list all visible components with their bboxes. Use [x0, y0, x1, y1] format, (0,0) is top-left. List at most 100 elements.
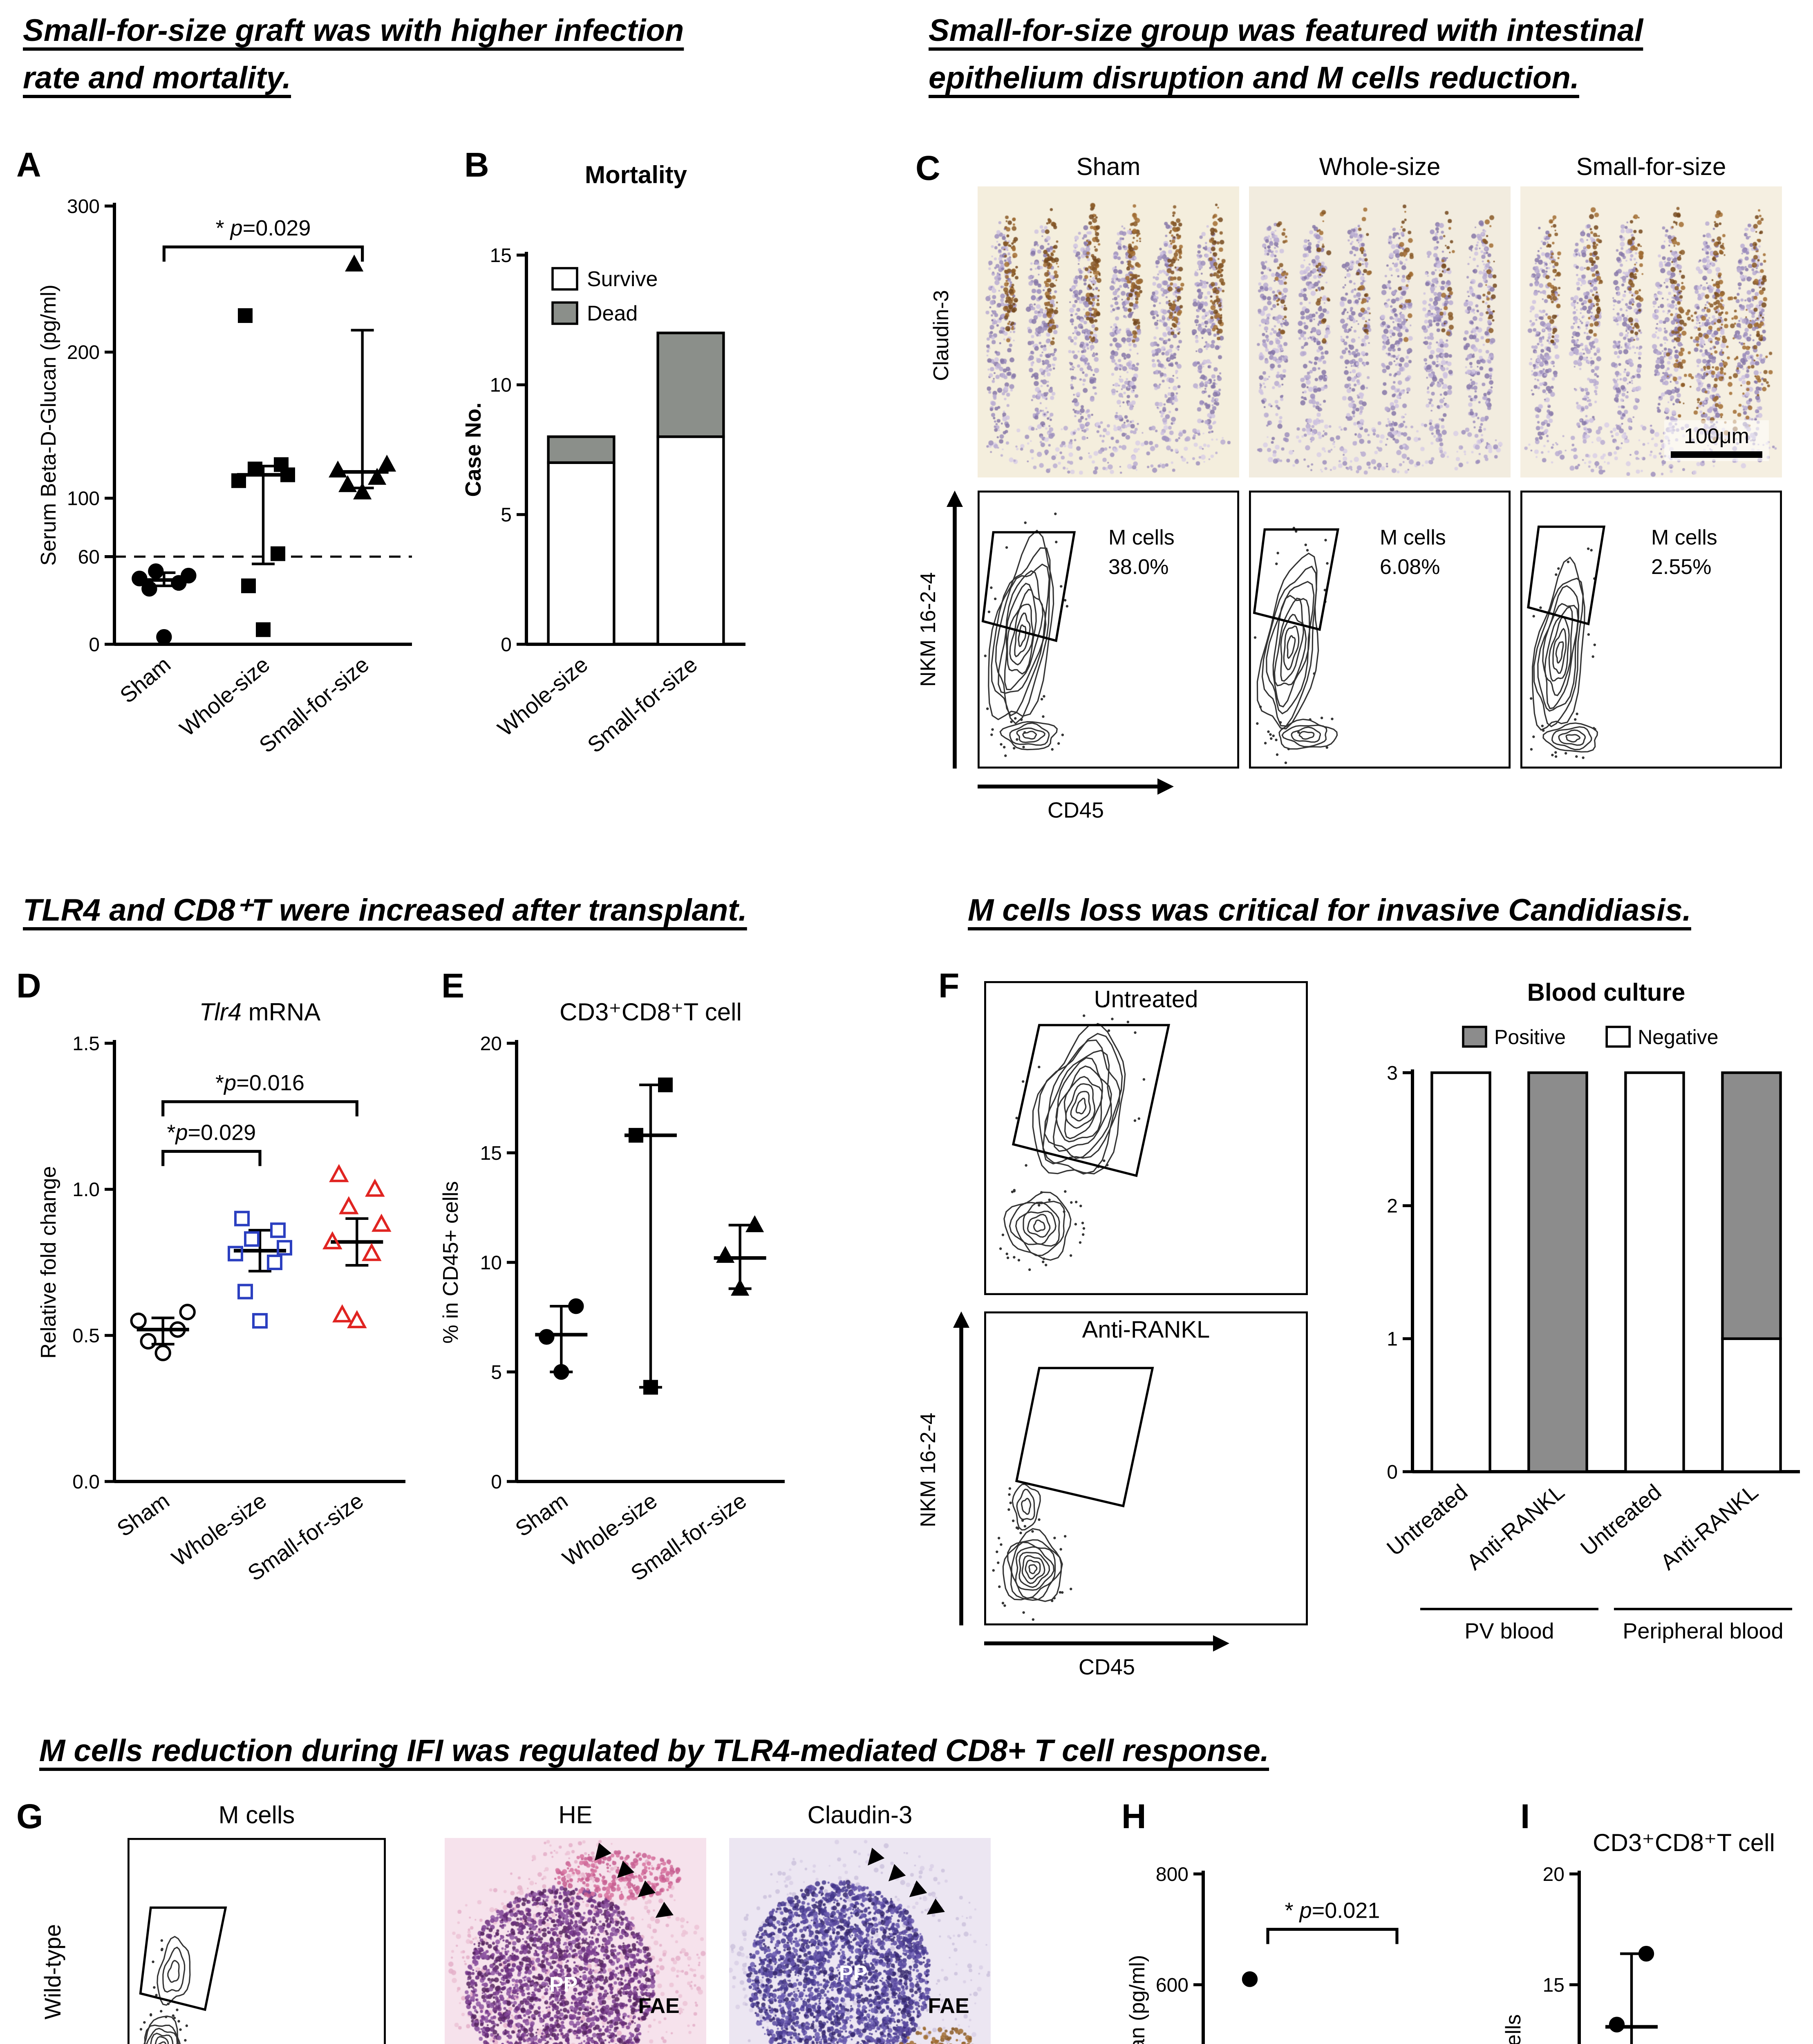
svg-text:PV blood: PV blood	[1464, 1619, 1554, 1643]
svg-text:Case No.: Case No.	[461, 402, 486, 497]
cg0-canvas	[729, 1838, 991, 2044]
nkm-axis-label-f: NKM 16-2-4	[915, 1412, 940, 1527]
section2-title-line1: Small-for-size group was featured with i…	[929, 15, 1643, 49]
svg-text:Tlr4 mRNA: Tlr4 mRNA	[199, 998, 321, 1026]
svg-text:5: 5	[501, 504, 512, 526]
svg-text:15: 15	[490, 245, 512, 267]
chB-svg: Mortality 0 5 10 15 Case No. Whole-sizeSmall-f…	[461, 161, 745, 758]
scale-bar: 100μm	[1664, 420, 1769, 461]
g-col-title-m-cells: M cells	[218, 1802, 295, 1830]
svg-text:Blood culture: Blood culture	[1527, 979, 1685, 1006]
svg-text:Untreated: Untreated	[1382, 1479, 1472, 1560]
section5-title-line: M cells reduction during IFI was regulat…	[39, 1735, 1269, 1769]
flow-plot-anti-rankl: Anti-RANKL	[984, 1311, 1308, 1625]
panel-d-tlr4-mrna-scatter: Tlr4 mRNA 0.0 0.5 1.0 1.5 Relative fold chang…	[23, 978, 432, 1665]
panel-label-b: B	[464, 147, 489, 185]
fg0-svg	[128, 1838, 386, 2044]
svg-text:300: 300	[67, 196, 100, 217]
panel-label-f: F	[938, 968, 960, 1006]
g-row-label-wild-type: Wild-type	[39, 1924, 65, 2020]
svg-text:15: 15	[1543, 1975, 1565, 1996]
histology-image-sham	[978, 186, 1239, 477]
g-col-title-he: HE	[558, 1802, 593, 1830]
svg-text:Negative: Negative	[1638, 1026, 1718, 1049]
panel-label-h: H	[1121, 1799, 1146, 1836]
nkm-axis-arrow-f	[948, 1311, 974, 1625]
section3-title-line: TLR4 and CD8⁺T were increased after tran…	[23, 894, 747, 929]
svg-text:60: 60	[78, 546, 100, 568]
hc1-canvas	[1249, 186, 1511, 477]
m-cells-gate-label-small-for-size: M cells 2.55%	[1651, 524, 1717, 581]
svg-text:0: 0	[491, 1471, 502, 1493]
svg-text:20: 20	[1543, 1864, 1565, 1885]
g-col-title-claudin3: Claudin-3	[807, 1802, 913, 1830]
panel-label-i: I	[1520, 1799, 1530, 1836]
svg-text:1.0: 1.0	[72, 1179, 100, 1201]
chA-svg: 0 60 100 200 300 Serum Beta-D-Glucan (pg/ml) S…	[37, 196, 412, 758]
svg-text:Relative fold change: Relative fold change	[37, 1166, 60, 1358]
nkm-axis-arrow-c	[942, 491, 968, 769]
flow-plot-untreated: Untreated	[984, 981, 1308, 1295]
svg-text:15: 15	[480, 1143, 502, 1164]
svg-text:Untreated: Untreated	[1576, 1479, 1666, 1560]
arC-svg	[947, 491, 963, 769]
svg-text:% in CD45+ cells: % in CD45+ cells	[1502, 2014, 1525, 2044]
svg-text:800: 800	[1156, 1864, 1189, 1885]
svg-text:*p=0.029: *p=0.029	[167, 1120, 256, 1145]
panel-label-c: C	[915, 150, 940, 188]
m-cells-gate-label-whole-size: M cells 6.08%	[1380, 524, 1446, 581]
fc2-svg	[1520, 491, 1782, 769]
fae-label: FAE	[638, 1993, 680, 2018]
flow-plot-whole-size: M cells 6.08%	[1249, 491, 1511, 769]
svg-text:0.5: 0.5	[72, 1325, 100, 1347]
svg-text:100: 100	[67, 488, 100, 509]
axF-svg	[984, 1635, 1229, 1652]
m-cells-value: 6.08%	[1380, 554, 1440, 579]
svg-text:Peripheral blood: Peripheral blood	[1623, 1619, 1783, 1643]
svg-text:3: 3	[1387, 1062, 1398, 1084]
panel-f-blood-culture-bar: Blood culture 0 1 2 3 Untreated Anti-RANKL Untr…	[1344, 968, 1813, 1681]
nkm-axis-label-c: NKM 16-2-4	[915, 572, 940, 687]
svg-text:Dead: Dead	[587, 302, 638, 325]
svg-text:10: 10	[490, 374, 512, 396]
cd45-axis-arrow-f	[984, 1632, 1229, 1655]
svg-text:5: 5	[491, 1362, 502, 1383]
ff1-svg	[984, 1311, 1308, 1625]
svg-text:20: 20	[480, 1033, 502, 1055]
m-cells-label: M cells	[1108, 525, 1175, 550]
claudin3-image-wild-type: PP FAE	[729, 1838, 991, 2044]
svg-text:Anti-RANKL: Anti-RANKL	[1656, 1479, 1763, 1575]
histology-title-whole-size: Whole-size	[1319, 154, 1441, 182]
svg-text:* p=0.021: * p=0.021	[1285, 1898, 1380, 1923]
svg-text:1.5: 1.5	[72, 1033, 100, 1055]
panel-label-e: E	[441, 968, 465, 1006]
section2-title: Small-for-size group was featured with i…	[929, 10, 1811, 103]
panel-label-g: G	[16, 1799, 43, 1836]
svg-text:1: 1	[1387, 1328, 1398, 1350]
svg-text:0: 0	[1387, 1461, 1398, 1483]
panel-h-beta-d-glucan-scatter: 060200400600800Serum Beta-D-Glucan (pg/m…	[1105, 1809, 1481, 2044]
chH-svg: 060200400600800Serum Beta-D-Glucan (pg/m…	[1126, 1864, 1399, 2044]
axC-svg	[978, 778, 1174, 795]
histology-image-whole-size	[1249, 186, 1511, 477]
svg-text:Survive: Survive	[587, 267, 658, 291]
arF-svg	[953, 1311, 969, 1625]
svg-text:Sham: Sham	[113, 1488, 174, 1542]
fc1-svg	[1249, 491, 1511, 769]
svg-text:CD3⁺CD8⁺T cell: CD3⁺CD8⁺T cell	[1593, 1829, 1775, 1856]
svg-text:600: 600	[1156, 1975, 1189, 1996]
panel-label-a: A	[16, 147, 41, 185]
svg-text:Whole-size: Whole-size	[493, 652, 593, 741]
histology-title-small-for-size: Small-for-size	[1576, 154, 1726, 182]
section2-title-line2: epithelium disruption and M cells reduct…	[929, 61, 1579, 96]
m-cells-label: M cells	[1651, 525, 1717, 550]
svg-text:CD3⁺CD8⁺T cell: CD3⁺CD8⁺T cell	[560, 998, 742, 1026]
panel-b-mortality-bar: Mortality 0 5 10 15 Case No. Whole-size Small-f…	[451, 150, 765, 837]
svg-text:Whole-size: Whole-size	[175, 652, 275, 741]
m-cells-value: 2.55%	[1651, 554, 1712, 579]
section1-title-line1: Small-for-size graft was with higher inf…	[23, 15, 684, 49]
